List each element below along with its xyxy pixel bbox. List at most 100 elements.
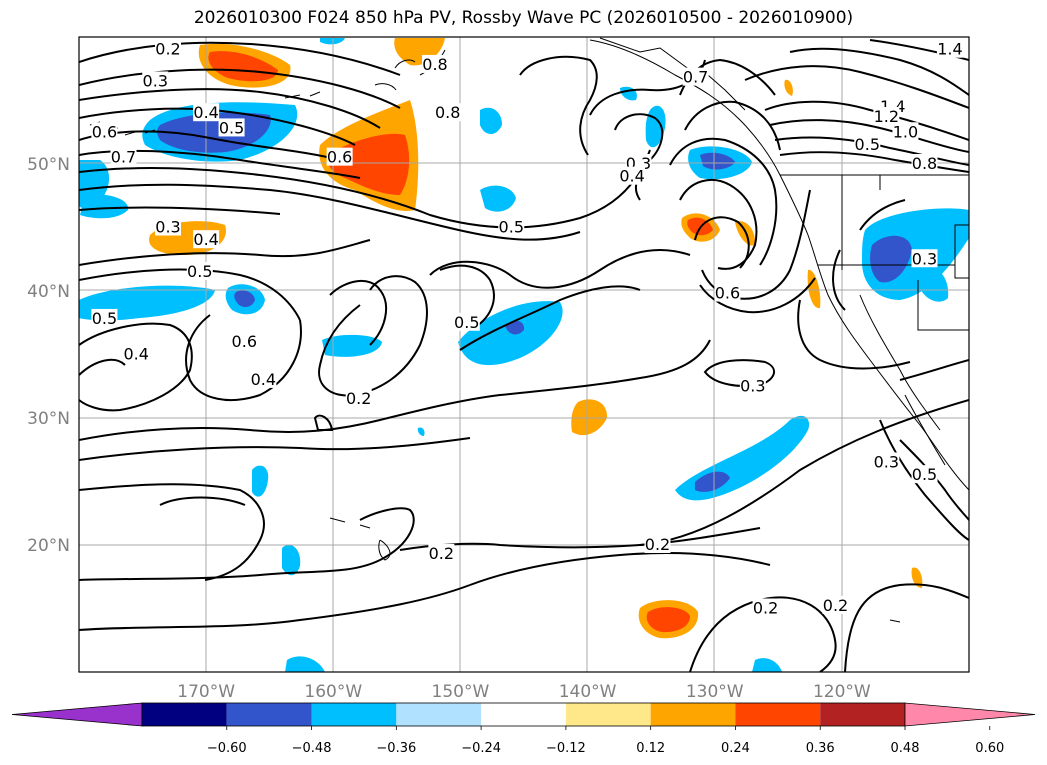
contour-label: 0.4 — [251, 370, 276, 389]
negative-anomaly-patch — [920, 266, 949, 302]
contour-label-backdrop — [155, 39, 181, 58]
contour-label: 0.2 — [645, 535, 670, 554]
colorbar-segment — [396, 703, 482, 726]
contour-label: 0.2 — [753, 599, 778, 618]
colorbar-tick-label: 0.48 — [891, 741, 920, 756]
contour-label-backdrop — [231, 331, 258, 350]
longitude-label: 120°W — [813, 682, 871, 702]
contour-label: 0.8 — [435, 103, 460, 122]
contour-label-backdrop — [911, 154, 938, 172]
colorbar-tick-label: 0.60 — [975, 741, 1004, 756]
contour-label: 0.6 — [715, 284, 740, 303]
contour-label-backdrop — [142, 71, 169, 90]
contour-label: 0.2 — [346, 389, 371, 408]
longitude-label: 160°W — [304, 682, 362, 702]
negative-anomaly-patch — [285, 656, 325, 672]
contour-label: 1.2 — [874, 107, 899, 126]
negative-anomaly-core — [695, 471, 730, 492]
colorbar-extend-min — [11, 702, 143, 727]
contour-label: 0.7 — [683, 68, 708, 87]
latitude-label: 40°N — [27, 282, 70, 302]
colorbar-segment — [650, 703, 736, 726]
colorbar-segment — [565, 703, 651, 726]
contour-label-backdrop — [892, 122, 919, 141]
contour-label-backdrop — [91, 308, 118, 327]
contour-label-backdrop — [91, 122, 118, 141]
negative-anomaly-patch — [620, 86, 637, 101]
colorbar-tick-label: 0.24 — [721, 741, 750, 756]
contour-label-backdrop — [453, 312, 480, 331]
negative-anomaly-core — [870, 235, 912, 283]
contour-label-backdrop — [936, 39, 963, 58]
colorbar-tick-label: −0.24 — [461, 741, 501, 756]
contour-label: 0.3 — [155, 218, 180, 237]
contour-label: 0.2 — [429, 544, 454, 563]
contour-label: 0.5 — [855, 135, 880, 154]
longitude-labels: 170°W 160°W 150°W 140°W 130°W 120°W — [177, 682, 871, 702]
contour-label-backdrop — [110, 147, 137, 166]
contour-labels: 0.20.30.40.50.60.7 0.60.80.80.30.40.50.50… — [91, 39, 963, 618]
positive-anomaly-core — [208, 51, 278, 82]
contour-label-backdrop — [854, 134, 881, 153]
longitude-label: 130°W — [686, 682, 744, 702]
contour-label: 0.5 — [219, 118, 244, 137]
colorbar-segment — [311, 703, 397, 726]
negative-anomaly-core — [700, 152, 735, 170]
negative-anomaly-core — [234, 290, 255, 308]
positive-anomaly-patch — [911, 567, 923, 588]
contour-label-backdrop — [193, 230, 220, 249]
contour-label-backdrop — [873, 452, 900, 471]
negative-anomaly-patch — [322, 334, 382, 357]
contour-label-backdrop — [752, 598, 779, 617]
positive-anomaly-patch — [784, 79, 793, 96]
contour-label-backdrop — [326, 147, 353, 166]
contour-label-backdrop — [714, 283, 741, 302]
contour-label-backdrop — [186, 261, 213, 280]
negative-anomaly-patch — [480, 185, 516, 212]
colorbar: −0.60 −0.48 −0.36 −0.24 −0.12 0.12 0.24 0.36 0.4… — [11, 702, 1036, 756]
contour-label-backdrop — [218, 118, 245, 137]
colorbar-tick-label: −0.48 — [292, 741, 332, 756]
contour-label: 0.5 — [912, 465, 937, 484]
contour-label-backdrop — [428, 543, 455, 562]
positive-anomaly-patch — [807, 269, 821, 309]
contour-label: 0.5 — [92, 309, 117, 328]
contour-label: 1.0 — [893, 122, 918, 141]
latitude-label: 20°N — [27, 536, 70, 556]
contour-label: 0.8 — [422, 55, 447, 74]
contour-label-backdrop — [123, 344, 150, 363]
contour-label-backdrop — [345, 388, 372, 407]
colorbar-segment — [481, 703, 566, 726]
contour-label-backdrop — [644, 535, 671, 553]
contour-label: 0.4 — [193, 230, 218, 249]
contour-label: 0.8 — [912, 154, 937, 173]
negative-anomaly-patch — [752, 658, 782, 672]
contour-label-backdrop — [822, 595, 849, 614]
contour-label-backdrop — [682, 67, 709, 86]
colorbar-segment — [142, 703, 227, 726]
contour-label-backdrop — [155, 217, 181, 236]
contour-label-backdrop — [911, 249, 938, 268]
contour-label-backdrop — [250, 369, 277, 388]
contour-label: 0.3 — [143, 71, 168, 90]
contour-label: 0.3 — [740, 376, 765, 395]
negative-anomaly-patch — [458, 301, 563, 366]
contour-label: 0.5 — [454, 313, 479, 332]
colorbar-tick-label: 0.12 — [636, 741, 665, 756]
contour-label: 0.5 — [499, 218, 524, 237]
negative-anomaly-patch — [282, 544, 301, 576]
contour-label: 0.4 — [193, 103, 218, 122]
colorbar-tick-label: −0.60 — [207, 741, 247, 756]
contour-label-backdrop — [619, 166, 646, 185]
contour-label-backdrop — [911, 465, 938, 484]
positive-anomaly-patch — [735, 221, 756, 246]
plot-title: 2026010300 F024 850 hPa PV, Rossby Wave … — [193, 8, 854, 28]
longitude-label: 150°W — [432, 682, 490, 702]
negative-anomaly-patch — [645, 105, 666, 148]
contour-label-backdrop — [739, 376, 766, 395]
negative-anomaly-patch — [480, 107, 502, 135]
contour-label: 0.6 — [232, 332, 257, 351]
positive-anomaly-core — [646, 607, 690, 633]
colorbar-tick-label: −0.36 — [376, 741, 416, 756]
